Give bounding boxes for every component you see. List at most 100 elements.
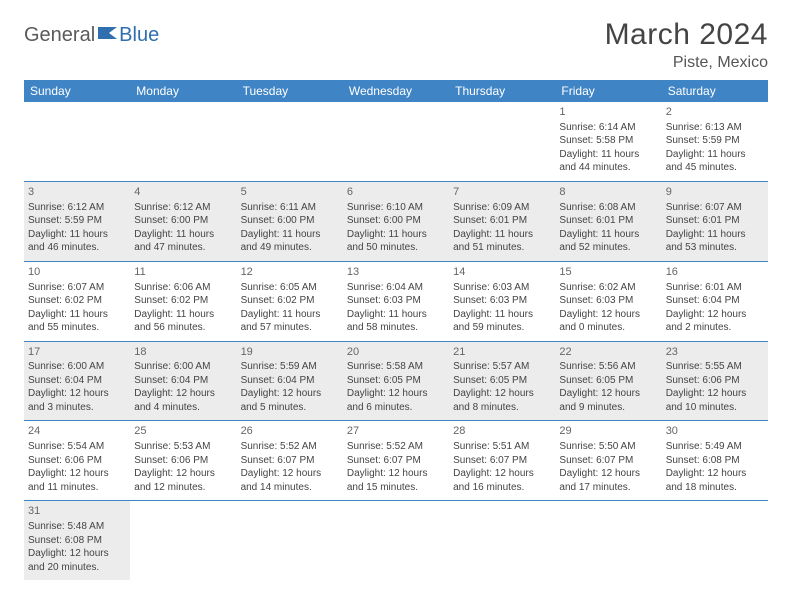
sunset-text: Sunset: 6:07 PM [559,454,657,468]
day-number: 6 [347,185,445,200]
daylight-text: Daylight: 11 hours [134,308,232,322]
sunrise-text: Sunrise: 5:49 AM [666,440,764,454]
daylight-text: Daylight: 11 hours [134,228,232,242]
daylight-text: and 8 minutes. [453,401,551,415]
daylight-text: and 10 minutes. [666,401,764,415]
daylight-text: Daylight: 12 hours [134,387,232,401]
calendar-day-cell: 15Sunrise: 6:02 AMSunset: 6:03 PMDayligh… [555,261,661,341]
calendar-week-row: 10Sunrise: 6:07 AMSunset: 6:02 PMDayligh… [24,261,768,341]
day-number: 4 [134,185,232,200]
calendar-table: Sunday Monday Tuesday Wednesday Thursday… [24,80,768,580]
calendar-day-cell [130,501,236,580]
sunset-text: Sunset: 6:08 PM [28,534,126,548]
sunset-text: Sunset: 6:05 PM [347,374,445,388]
sunrise-text: Sunrise: 6:06 AM [134,281,232,295]
sunset-text: Sunset: 6:02 PM [241,294,339,308]
calendar-day-cell: 22Sunrise: 5:56 AMSunset: 6:05 PMDayligh… [555,341,661,421]
brand-logo: General Blue [24,18,159,47]
daylight-text: Daylight: 12 hours [453,387,551,401]
day-number: 2 [666,105,764,120]
day-number: 19 [241,345,339,360]
sunrise-text: Sunrise: 6:09 AM [453,201,551,215]
day-number: 1 [559,105,657,120]
sunrise-text: Sunrise: 5:48 AM [28,520,126,534]
sunrise-text: Sunrise: 5:56 AM [559,360,657,374]
daylight-text: Daylight: 12 hours [28,467,126,481]
calendar-week-row: 31Sunrise: 5:48 AMSunset: 6:08 PMDayligh… [24,501,768,580]
sunrise-text: Sunrise: 5:59 AM [241,360,339,374]
calendar-day-cell: 27Sunrise: 5:52 AMSunset: 6:07 PMDayligh… [343,421,449,501]
daylight-text: and 58 minutes. [347,321,445,335]
calendar-day-cell [555,501,661,580]
daylight-text: Daylight: 12 hours [241,467,339,481]
calendar-day-cell: 18Sunrise: 6:00 AMSunset: 6:04 PMDayligh… [130,341,236,421]
day-number: 25 [134,424,232,439]
day-header: Sunday [24,80,130,102]
day-header: Friday [555,80,661,102]
calendar-day-cell: 25Sunrise: 5:53 AMSunset: 6:06 PMDayligh… [130,421,236,501]
calendar-day-cell: 23Sunrise: 5:55 AMSunset: 6:06 PMDayligh… [662,341,768,421]
day-header: Thursday [449,80,555,102]
sunrise-text: Sunrise: 5:51 AM [453,440,551,454]
sunset-text: Sunset: 6:02 PM [28,294,126,308]
sunrise-text: Sunrise: 6:14 AM [559,121,657,135]
calendar-day-cell: 29Sunrise: 5:50 AMSunset: 6:07 PMDayligh… [555,421,661,501]
calendar-day-cell [237,501,343,580]
calendar-day-cell: 10Sunrise: 6:07 AMSunset: 6:02 PMDayligh… [24,261,130,341]
daylight-text: Daylight: 12 hours [666,308,764,322]
daylight-text: and 56 minutes. [134,321,232,335]
sunrise-text: Sunrise: 6:08 AM [559,201,657,215]
daylight-text: and 51 minutes. [453,241,551,255]
day-number: 28 [453,424,551,439]
calendar-week-row: 24Sunrise: 5:54 AMSunset: 6:06 PMDayligh… [24,421,768,501]
daylight-text: and 50 minutes. [347,241,445,255]
daylight-text: and 15 minutes. [347,481,445,495]
sunset-text: Sunset: 6:01 PM [666,214,764,228]
daylight-text: and 49 minutes. [241,241,339,255]
daylight-text: Daylight: 11 hours [666,228,764,242]
day-number: 20 [347,345,445,360]
daylight-text: and 18 minutes. [666,481,764,495]
sunset-text: Sunset: 6:00 PM [241,214,339,228]
daylight-text: Daylight: 12 hours [453,467,551,481]
daylight-text: Daylight: 12 hours [347,387,445,401]
calendar-day-cell: 4Sunrise: 6:12 AMSunset: 6:00 PMDaylight… [130,181,236,261]
sunrise-text: Sunrise: 6:12 AM [134,201,232,215]
day-number: 24 [28,424,126,439]
calendar-day-cell: 20Sunrise: 5:58 AMSunset: 6:05 PMDayligh… [343,341,449,421]
daylight-text: Daylight: 12 hours [559,387,657,401]
calendar-day-cell: 14Sunrise: 6:03 AMSunset: 6:03 PMDayligh… [449,261,555,341]
sunrise-text: Sunrise: 5:50 AM [559,440,657,454]
daylight-text: Daylight: 12 hours [559,308,657,322]
calendar-day-cell: 1Sunrise: 6:14 AMSunset: 5:58 PMDaylight… [555,102,661,181]
daylight-text: and 2 minutes. [666,321,764,335]
month-title: March 2024 [605,18,768,52]
sunrise-text: Sunrise: 5:52 AM [241,440,339,454]
sunrise-text: Sunrise: 6:00 AM [134,360,232,374]
sunset-text: Sunset: 6:06 PM [28,454,126,468]
calendar-day-cell: 2Sunrise: 6:13 AMSunset: 5:59 PMDaylight… [662,102,768,181]
day-number: 15 [559,265,657,280]
sunset-text: Sunset: 6:03 PM [559,294,657,308]
day-number: 26 [241,424,339,439]
calendar-day-cell: 31Sunrise: 5:48 AMSunset: 6:08 PMDayligh… [24,501,130,580]
calendar-day-cell [449,501,555,580]
sunset-text: Sunset: 6:04 PM [241,374,339,388]
day-header: Tuesday [237,80,343,102]
calendar-week-row: 17Sunrise: 6:00 AMSunset: 6:04 PMDayligh… [24,341,768,421]
calendar-day-cell: 19Sunrise: 5:59 AMSunset: 6:04 PMDayligh… [237,341,343,421]
day-number: 10 [28,265,126,280]
sunset-text: Sunset: 6:01 PM [559,214,657,228]
calendar-day-cell: 8Sunrise: 6:08 AMSunset: 6:01 PMDaylight… [555,181,661,261]
calendar-week-row: 3Sunrise: 6:12 AMSunset: 5:59 PMDaylight… [24,181,768,261]
sunrise-text: Sunrise: 5:57 AM [453,360,551,374]
calendar-day-cell: 28Sunrise: 5:51 AMSunset: 6:07 PMDayligh… [449,421,555,501]
daylight-text: and 6 minutes. [347,401,445,415]
daylight-text: Daylight: 11 hours [559,148,657,162]
daylight-text: and 0 minutes. [559,321,657,335]
day-number: 12 [241,265,339,280]
calendar-day-cell: 24Sunrise: 5:54 AMSunset: 6:06 PMDayligh… [24,421,130,501]
daylight-text: and 45 minutes. [666,161,764,175]
daylight-text: and 20 minutes. [28,561,126,575]
daylight-text: and 3 minutes. [28,401,126,415]
